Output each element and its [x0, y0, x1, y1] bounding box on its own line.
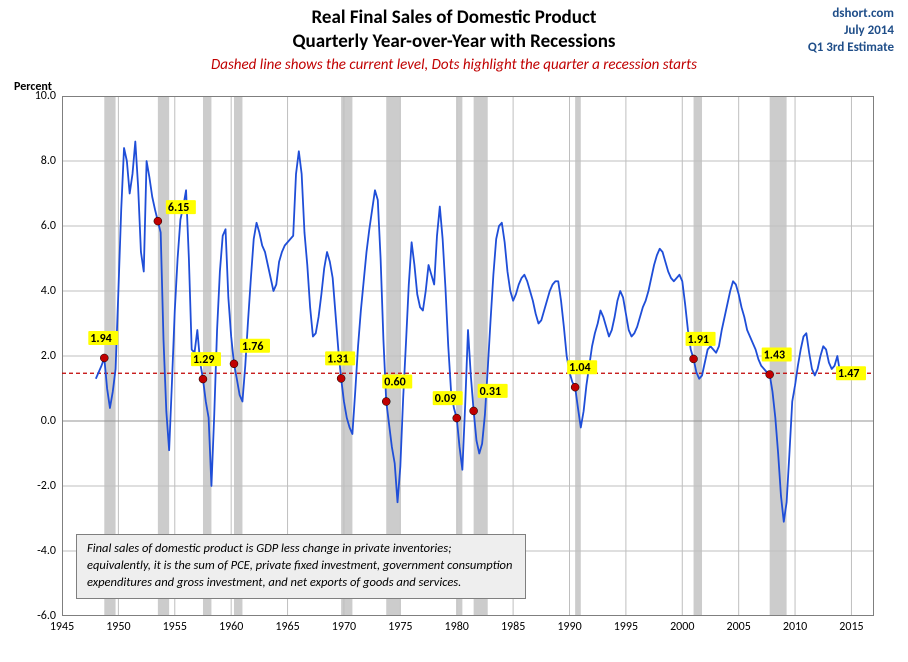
y-tick: -4.0: [6, 544, 56, 558]
title-block: Real Final Sales of Domestic Product Qua…: [0, 6, 908, 74]
y-tick: 2.0: [6, 349, 56, 363]
footnote-text: Final sales of domestic product is GDP l…: [87, 541, 512, 590]
x-tick: 2015: [839, 620, 863, 634]
svg-text:1.94: 1.94: [90, 332, 111, 346]
x-tick: 1980: [445, 620, 469, 634]
svg-text:1.47: 1.47: [838, 367, 859, 381]
svg-text:1.31: 1.31: [327, 352, 348, 366]
svg-text:1.43: 1.43: [764, 349, 785, 363]
source-site: dshort.com: [808, 6, 894, 23]
x-tick: 1995: [614, 620, 638, 634]
svg-text:0.09: 0.09: [435, 392, 456, 406]
svg-text:1.91: 1.91: [688, 333, 709, 347]
y-tick: -2.0: [6, 479, 56, 493]
x-tick: 1985: [501, 620, 525, 634]
source-block: dshort.com July 2014 Q1 3rd Estimate: [808, 6, 894, 57]
svg-text:0.31: 0.31: [480, 385, 501, 399]
svg-text:6.15: 6.15: [168, 201, 189, 215]
x-tick: 1960: [219, 620, 243, 634]
y-tick: -6.0: [6, 609, 56, 623]
y-tick: 8.0: [6, 154, 56, 168]
chart-container: Real Final Sales of Domestic Product Qua…: [0, 0, 908, 662]
x-tick: 1990: [557, 620, 581, 634]
x-tick: 1955: [163, 620, 187, 634]
y-tick: 6.0: [6, 219, 56, 233]
svg-text:1.04: 1.04: [569, 361, 590, 375]
svg-text:1.29: 1.29: [193, 353, 214, 367]
source-note: Q1 3rd Estimate: [808, 40, 894, 57]
x-tick: 2005: [726, 620, 750, 634]
y-tick: 4.0: [6, 284, 56, 298]
x-tick: 2000: [670, 620, 694, 634]
svg-text:0.60: 0.60: [384, 376, 405, 390]
x-tick: 1970: [332, 620, 356, 634]
chart-title-2: Quarterly Year-over-Year with Recessions: [0, 30, 908, 54]
svg-text:1.76: 1.76: [242, 340, 263, 354]
chart-subtitle: Dashed line shows the current level, Dot…: [0, 56, 908, 74]
footnote-box: Final sales of domestic product is GDP l…: [76, 534, 526, 599]
chart-title-1: Real Final Sales of Domestic Product: [0, 6, 908, 30]
x-tick: 1945: [50, 620, 74, 634]
x-tick: 1965: [275, 620, 299, 634]
x-tick: 1950: [106, 620, 130, 634]
x-tick: 1975: [388, 620, 412, 634]
source-date: July 2014: [808, 23, 894, 40]
y-tick: 10.0: [6, 89, 56, 103]
x-tick: 2010: [783, 620, 807, 634]
y-tick: 0.0: [6, 414, 56, 428]
